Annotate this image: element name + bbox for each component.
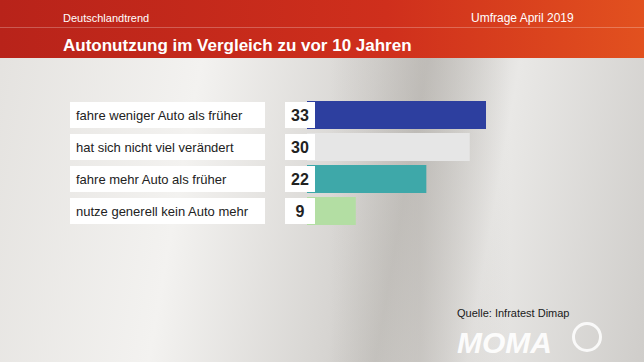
svg-text:Autonutzung im Vergleich zu vo: Autonutzung im Vergleich zu vor 10 Jahre… (63, 36, 412, 55)
svg-text:hat sich nicht viel verändert: hat sich nicht viel verändert (76, 140, 234, 155)
svg-text:nutze generell kein Auto mehr: nutze generell kein Auto mehr (76, 204, 249, 219)
svg-text:fahre mehr Auto als früher: fahre mehr Auto als früher (76, 172, 227, 187)
svg-text:Umfrage April 2019: Umfrage April 2019 (471, 11, 574, 25)
svg-text:Quelle: Infratest Dimap: Quelle: Infratest Dimap (457, 307, 570, 319)
svg-text:9: 9 (296, 203, 305, 220)
svg-text:Deutschlandtrend: Deutschlandtrend (63, 12, 149, 24)
svg-text:22: 22 (291, 171, 309, 188)
svg-text:30: 30 (291, 139, 309, 156)
svg-text:fahre weniger Auto als früher: fahre weniger Auto als früher (76, 108, 243, 123)
svg-text:MOMA: MOMA (457, 326, 552, 359)
svg-text:33: 33 (291, 107, 309, 124)
